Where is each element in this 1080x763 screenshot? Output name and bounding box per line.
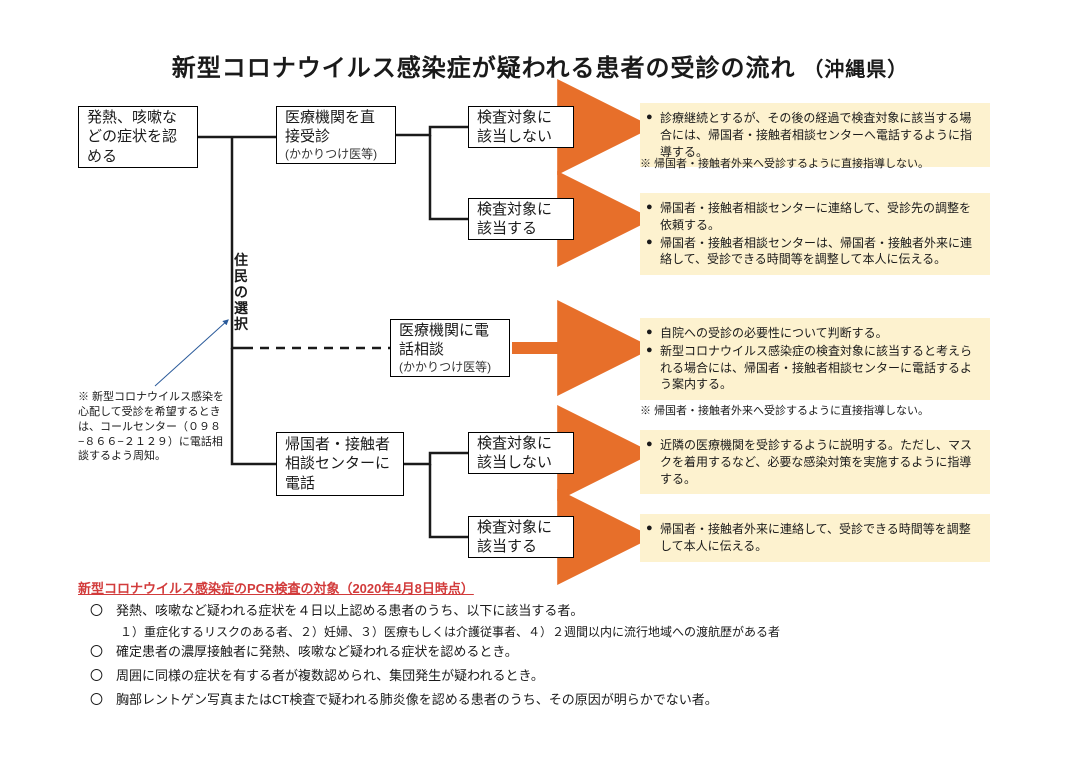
pcr-list: 〇 発熱、咳嗽など疑われる症状を４日以上認める患者のうち、以下に該当する者。 １… bbox=[90, 600, 990, 713]
info-c: 自院への受診の必要性について判断する。 新型コロナウイルス感染症の検査対象に該当… bbox=[640, 318, 990, 400]
box-visit: 医療機関を直接受診 (かかりつけ医等) bbox=[276, 106, 396, 164]
pcr-0-sub: １）重症化するリスクのある者、２）妊婦、３）医療もしくは介護従事者、４）２週間以… bbox=[120, 624, 990, 641]
title-main: 新型コロナウイルス感染症が疑われる患者の受診の流れ bbox=[172, 55, 796, 82]
box-no1-text: 検査対象に該当しない bbox=[477, 108, 565, 147]
pcr-title: 新型コロナウイルス感染症のPCR検査の対象（2020年4月8日時点） bbox=[78, 578, 474, 597]
note-c: ※ 帰国者・接触者外来へ受診するように直接指導しない。 bbox=[640, 404, 929, 419]
box-no1: 検査対象に該当しない bbox=[468, 106, 574, 148]
pcr-3: 胸部レントゲン写真またはCT検査で疑われる肺炎像を認める患者のうち、その原因が明… bbox=[116, 692, 718, 707]
title-suffix: （沖縄県） bbox=[803, 59, 908, 81]
box-center: 帰国者・接触者相談センターに電話 bbox=[276, 432, 404, 496]
page-title: 新型コロナウイルス感染症が疑われる患者の受診の流れ （沖縄県） bbox=[0, 48, 1080, 83]
callcenter-sidenote: ※ 新型コロナウイルス感染を心配して受診を希望するときは、コールセンター（０９８… bbox=[78, 390, 233, 464]
info-e: 帰国者・接触者外来に連絡して、受診できる時間等を調整して本人に伝える。 bbox=[640, 514, 990, 562]
pcr-2: 周囲に同様の症状を有する者が複数認められ、集団発生が疑われるとき。 bbox=[116, 668, 544, 683]
pcr-0: 発熱、咳嗽など疑われる症状を４日以上認める患者のうち、以下に該当する者。 bbox=[116, 603, 583, 618]
box-yes2-text: 検査対象に該当する bbox=[477, 518, 565, 557]
info-b: 帰国者・接触者相談センターに連絡して、受診先の調整を依頼する。 帰国者・接触者相… bbox=[640, 193, 990, 275]
note-a: ※ 帰国者・接触者外来へ受診するように直接指導しない。 bbox=[640, 157, 929, 172]
box-no2-text: 検査対象に該当しない bbox=[477, 434, 565, 473]
box-no2: 検査対象に該当しない bbox=[468, 432, 574, 474]
box-phone-sub: (かかりつけ医等) bbox=[399, 360, 501, 376]
box-yes1-text: 検査対象に該当する bbox=[477, 200, 565, 239]
info-c-1: 新型コロナウイルス感染症の検査対象に該当すると考えられる場合には、帰国者・接触者… bbox=[660, 343, 982, 393]
box-visit-text: 医療機関を直接受診 bbox=[285, 108, 387, 147]
pcr-1: 確定患者の濃厚接触者に発熱、咳嗽など疑われる症状を認めるとき。 bbox=[116, 644, 518, 659]
box-phone-text: 医療機関に電話相談 bbox=[399, 321, 501, 360]
box-yes1: 検査対象に該当する bbox=[468, 198, 574, 240]
box-yes2: 検査対象に該当する bbox=[468, 516, 574, 558]
info-d: 近隣の医療機関を受診するように説明する。ただし、マスクを着用するなど、必要な感染… bbox=[640, 430, 990, 494]
box-symptoms: 発熱、咳嗽などの症状を認める bbox=[78, 106, 198, 168]
box-phone: 医療機関に電話相談 (かかりつけ医等) bbox=[390, 319, 510, 377]
box-symptoms-text: 発熱、咳嗽などの症状を認める bbox=[87, 108, 189, 167]
info-a-0: 診療継続とするが、その後の経過で検査対象に該当する場合には、帰国者・接触者相談セ… bbox=[660, 110, 982, 160]
info-b-0: 帰国者・接触者相談センターに連絡して、受診先の調整を依頼する。 bbox=[660, 200, 982, 234]
box-center-text: 帰国者・接触者相談センターに電話 bbox=[285, 435, 395, 494]
resident-choice-label: 住民の選択 bbox=[234, 252, 250, 332]
info-c-0: 自院への受診の必要性について判断する。 bbox=[660, 325, 982, 342]
info-b-1: 帰国者・接触者相談センターは、帰国者・接触者外来に連絡して、受診できる時間等を調… bbox=[660, 235, 982, 269]
box-visit-sub: (かかりつけ医等) bbox=[285, 147, 387, 163]
info-e-0: 帰国者・接触者外来に連絡して、受診できる時間等を調整して本人に伝える。 bbox=[660, 521, 982, 555]
info-d-0: 近隣の医療機関を受診するように説明する。ただし、マスクを着用するなど、必要な感染… bbox=[660, 437, 982, 487]
